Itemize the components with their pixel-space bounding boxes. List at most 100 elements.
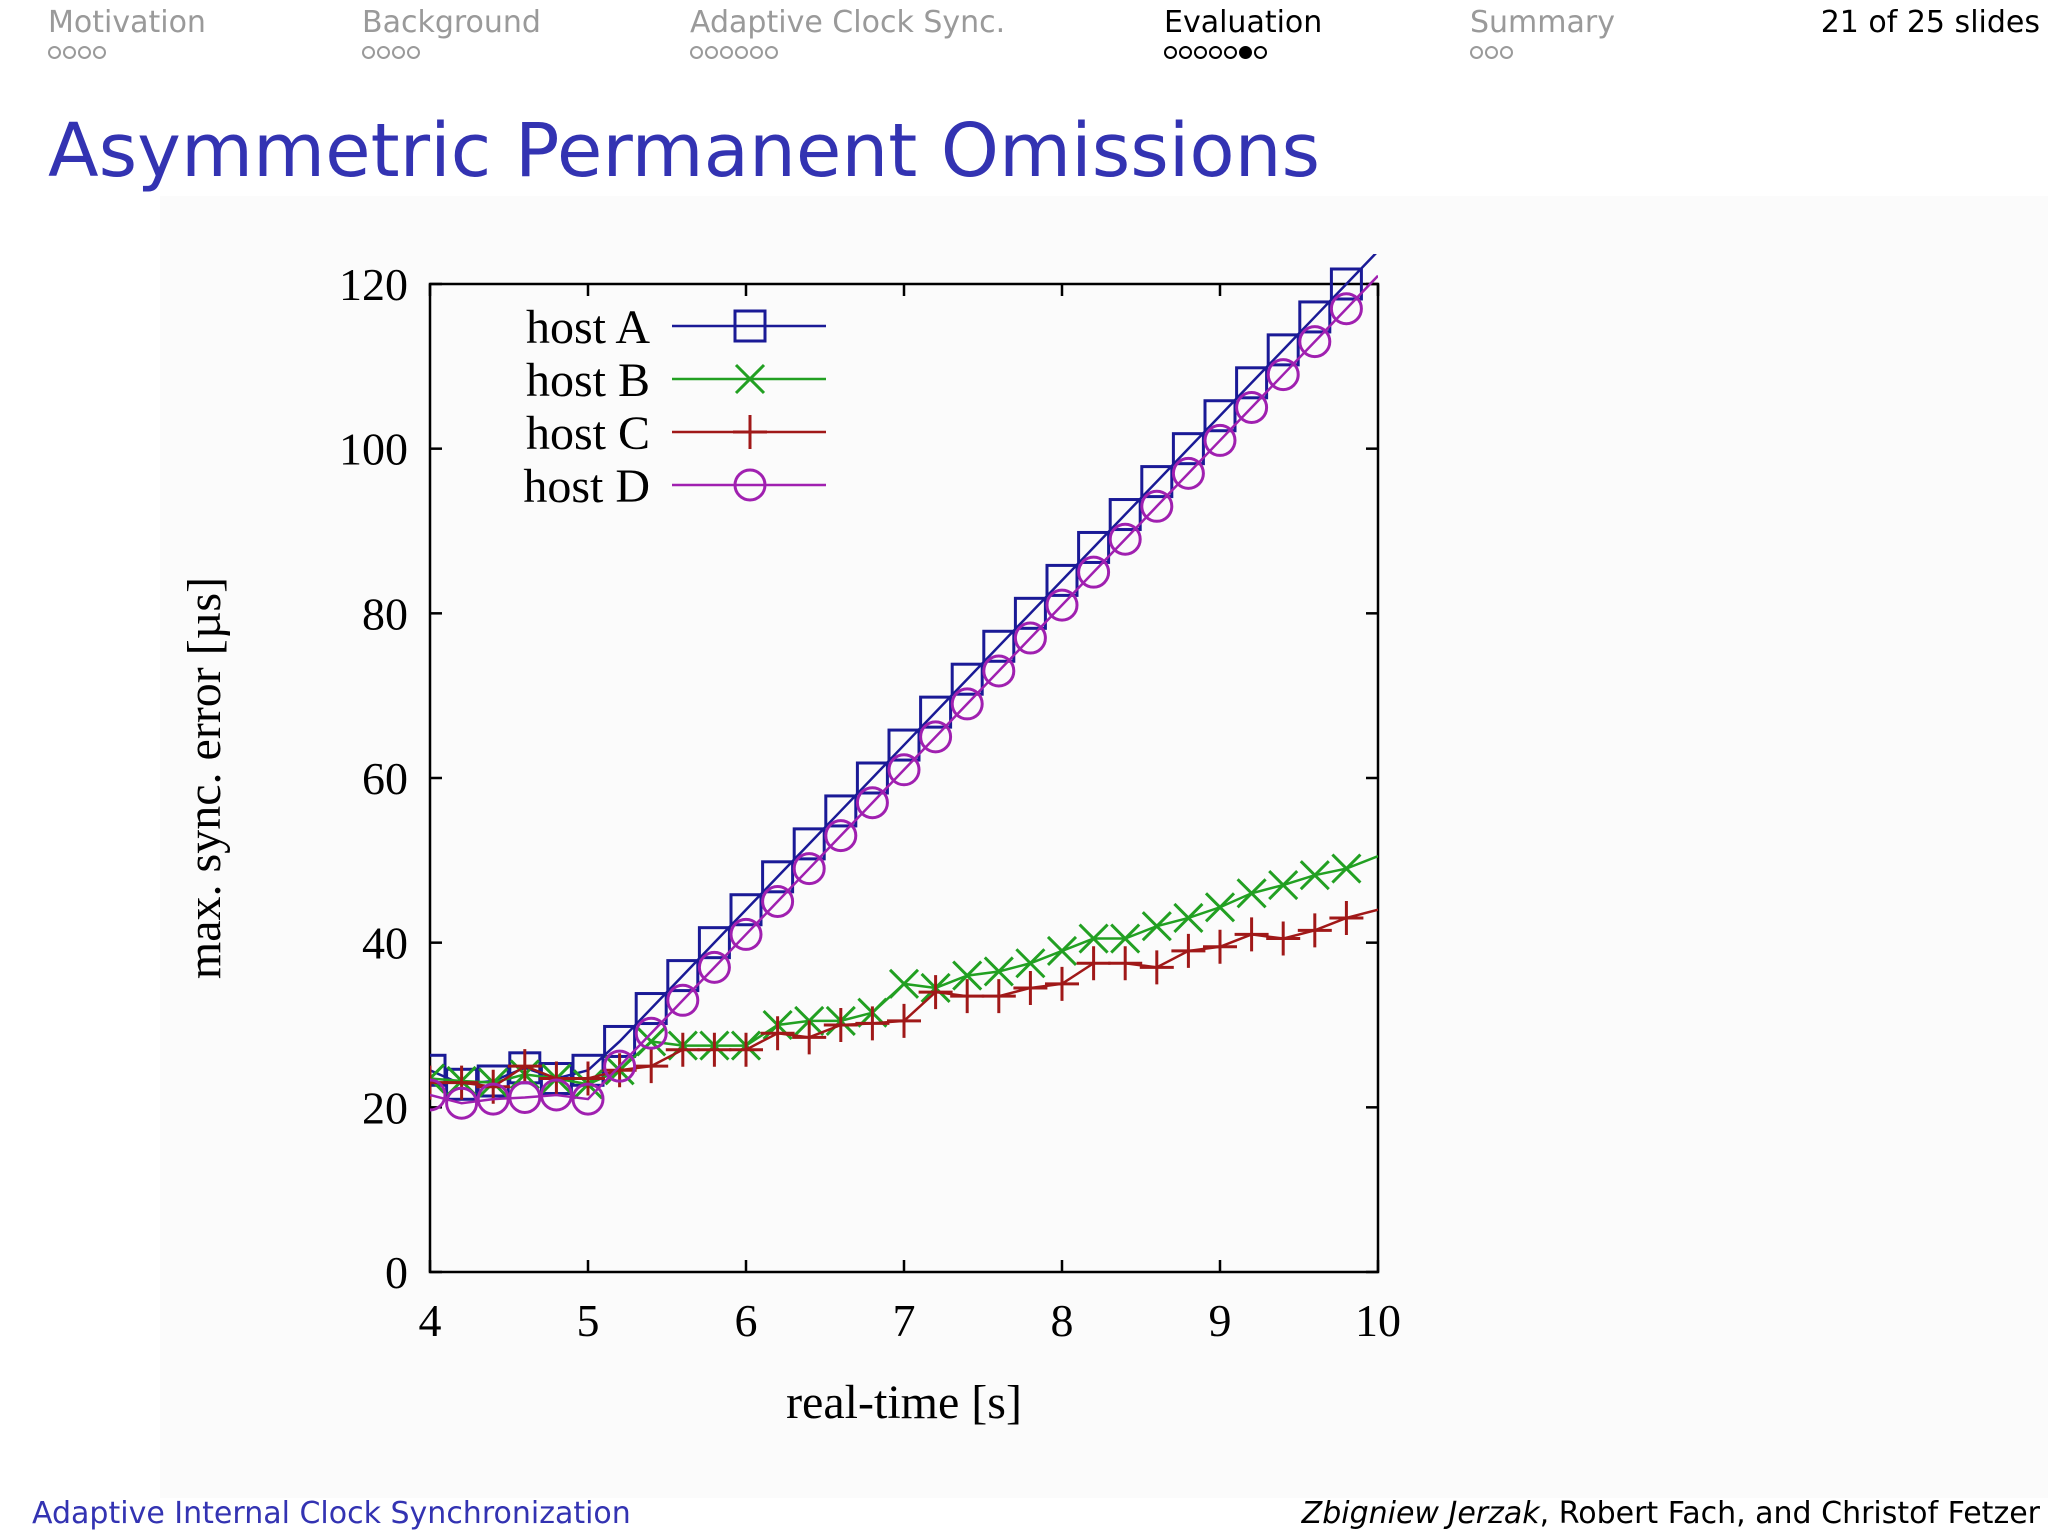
y-tick-label: 100 [339, 424, 408, 475]
slide-dot[interactable] [63, 46, 76, 59]
data-point [729, 893, 763, 927]
data-point [1266, 921, 1301, 956]
data-point [1203, 423, 1237, 457]
data-point [1139, 950, 1174, 985]
slide-dot[interactable] [1470, 46, 1483, 59]
slide-dot[interactable] [720, 46, 733, 59]
slide-dot[interactable] [1164, 46, 1177, 59]
x-tick-label: 7 [893, 1295, 916, 1346]
data-point [1077, 555, 1111, 589]
data-point [919, 695, 953, 729]
data-point [982, 629, 1016, 663]
data-point [1110, 923, 1141, 954]
data-point [1236, 878, 1267, 909]
slide-dot[interactable] [93, 46, 106, 59]
line-chart: 0 20 40 60 80 100 120 4 5 6 7 8 9 10 real-time [s] max.… [178, 254, 1401, 1429]
data-point [888, 968, 920, 999]
legend-marker [733, 468, 767, 502]
footer-presenting-author: Zbigniew Jerzak [1301, 1496, 1540, 1531]
slide-dot[interactable] [78, 46, 91, 59]
data-point [571, 1061, 605, 1096]
data-point [1266, 358, 1300, 392]
data-point [1235, 391, 1269, 424]
series-line [430, 274, 1378, 1105]
chart-panel: 0 20 40 60 80 100 120 4 5 6 7 8 9 10 real-time [s] max.… [160, 196, 2048, 1498]
slide-dot[interactable] [392, 46, 405, 59]
section-navigation: Motivation Background Adaptive Clock Syn… [0, 0, 2048, 80]
data-point [1013, 596, 1047, 630]
data-point [918, 975, 953, 1010]
data-point [1171, 456, 1205, 490]
data-point [1108, 522, 1142, 556]
y-tick-label: 80 [362, 588, 408, 639]
data-point [1173, 902, 1204, 934]
data-point [761, 860, 795, 894]
slide-dot[interactable] [765, 46, 778, 59]
data-point [1268, 869, 1299, 901]
nav-section-summary[interactable]: Summary [1470, 4, 1615, 59]
data-point [887, 1003, 921, 1038]
data-point [1329, 900, 1364, 935]
slide-dot[interactable] [1485, 46, 1498, 59]
data-point [476, 1082, 510, 1116]
slide-dot[interactable] [1179, 46, 1192, 59]
data-point [1140, 465, 1174, 499]
data-point [603, 1049, 637, 1083]
slide-dot[interactable] [705, 46, 718, 59]
data-point [1108, 946, 1143, 981]
data-point [1203, 929, 1237, 964]
data-point [792, 1020, 827, 1055]
slide-dot[interactable] [48, 46, 61, 59]
data-point [1046, 935, 1078, 966]
data-point [430, 1065, 447, 1100]
nav-progress-dots [1164, 46, 1322, 59]
data-point [636, 1026, 667, 1057]
slide-dot[interactable] [377, 46, 390, 59]
legend-marker [733, 415, 767, 449]
data-point [1234, 917, 1269, 952]
data-point [1077, 530, 1111, 564]
data-point [430, 1063, 446, 1094]
slide-counter: 21 of 25 slides [1820, 5, 2040, 40]
slide-dot[interactable] [1224, 46, 1237, 59]
data-point [1045, 966, 1079, 1001]
data-point [981, 979, 1016, 1014]
data-point [1204, 892, 1236, 923]
nav-section-adaptive-clock-sync[interactable]: Adaptive Clock Sync. [690, 4, 1005, 59]
data-point [729, 917, 763, 951]
data-point [1171, 933, 1206, 968]
data-point [1331, 853, 1362, 884]
slide-dot[interactable] [750, 46, 763, 59]
data-point [1141, 911, 1172, 942]
data-point [697, 1032, 732, 1067]
data-point [950, 979, 985, 1014]
nav-progress-dots [690, 46, 1005, 59]
series-host-C [430, 900, 1378, 1104]
current-slide-dot[interactable] [1239, 46, 1252, 59]
slide-dot[interactable] [407, 46, 420, 59]
data-point [855, 761, 889, 795]
nav-section-label: Evaluation [1164, 5, 1323, 40]
data-point [666, 983, 700, 1017]
nav-section-background[interactable]: Background [362, 4, 541, 59]
y-tick-label: 0 [385, 1247, 408, 1298]
data-point [855, 1006, 890, 1041]
data-point [824, 819, 858, 853]
nav-section-motivation[interactable]: Motivation [48, 4, 206, 59]
x-tick-label: 8 [1051, 1295, 1074, 1346]
slide-dot[interactable] [1209, 46, 1222, 59]
slide-dot[interactable] [1194, 46, 1207, 59]
slide-dot[interactable] [690, 46, 703, 59]
data-point [887, 728, 921, 762]
slide-dot[interactable] [735, 46, 748, 59]
data-point [1171, 432, 1205, 466]
legend-label: host C [526, 407, 650, 460]
slide-dot[interactable] [1254, 46, 1267, 59]
slide-dot[interactable] [1500, 46, 1513, 59]
slide-dot[interactable] [362, 46, 375, 59]
x-tick-label: 4 [419, 1295, 442, 1346]
data-point [824, 794, 858, 828]
data-point [982, 654, 1016, 688]
nav-section-evaluation[interactable]: Evaluation [1164, 4, 1322, 59]
